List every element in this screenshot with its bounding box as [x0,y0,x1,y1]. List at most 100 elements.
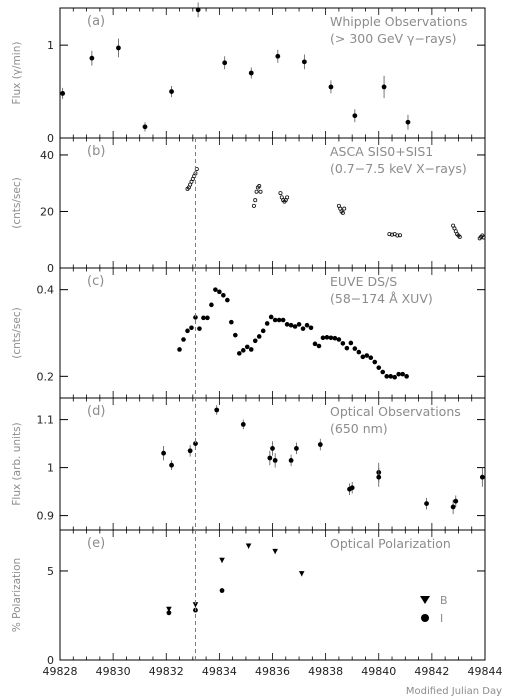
data-point [248,347,254,352]
data-point [349,485,355,491]
data-point [248,70,254,76]
x-axis-label: Modified Julian Day [406,686,502,697]
data-point [221,293,226,298]
data-point [328,335,334,341]
panel-title-line: (650 nm) [330,421,388,436]
data-point [288,322,294,328]
data-point [197,326,202,331]
data-point [275,53,281,59]
y-tick-label: 5 [47,565,54,578]
data-point [185,328,190,334]
data-point [387,232,392,237]
y-axis-label: % Polarization [11,558,23,632]
data-point [356,349,362,355]
data-point [260,328,266,334]
data-point [390,232,395,237]
data-point [233,332,238,338]
data-point [213,287,218,292]
panel-label: (c) [87,274,104,289]
data-point [264,321,270,326]
data-point-triangle [192,602,199,608]
y-tick-label: 1.1 [37,414,55,427]
data-point [388,374,394,379]
data-point [177,347,182,352]
legend-label: I [440,612,443,625]
data-point [405,119,411,125]
data-point [395,233,400,238]
data-point [267,455,273,461]
data-point [372,359,378,365]
data-point [240,422,246,427]
data-point-triangle [219,557,225,563]
x-tick-label: 49838 [308,665,343,678]
y-tick-label: 0 [47,132,54,145]
data-point [397,233,402,238]
data-point [352,113,358,119]
data-point [254,189,259,194]
panel-label: (d) [87,404,105,419]
data-point [201,315,206,321]
legend-circle-marker [421,614,429,622]
data-point [300,326,306,331]
x-tick-label: 49844 [468,665,503,678]
data-point [285,195,290,200]
data-point-triangle [245,543,252,549]
data-point [296,322,302,327]
data-point-triangle [298,571,305,577]
data-point [368,355,374,361]
data-point [252,338,258,344]
y-tick-label: 1 [47,462,54,475]
data-point [316,343,322,349]
data-point [312,341,318,347]
data-point [352,346,358,351]
panel-1: 0 1 Flux (γ/min) (a) Whipple Observations (> … [11,2,486,145]
data-point-triangle [272,548,278,555]
panel-title-line: (58−174 Å XUV) [330,291,433,306]
data-point [320,335,326,341]
data-point [340,341,346,346]
y-tick-label: 20 [40,205,54,218]
data-point [166,610,172,616]
data-point [457,234,462,239]
data-point [340,210,345,215]
data-point [142,124,148,130]
panel-title-line: Optical Polarization [330,536,451,551]
data-point [257,184,262,189]
legend-label: B [440,594,448,607]
panel-label: (b) [87,144,105,159]
panel-title-line: EUVE DS/S [330,274,397,289]
panel-title-line: Optical Observations [330,404,461,419]
data-point [404,374,409,379]
data-point [251,203,256,208]
data-point [396,371,401,377]
data-point [381,84,387,90]
data-point [360,354,366,360]
data-point [272,458,278,463]
panel-title-line: (> 300 GeV γ−rays) [330,31,457,46]
legend-triangle-marker [420,596,430,604]
x-tick-label: 49834 [202,665,237,678]
y-tick-label: 0.2 [37,370,55,383]
data-point [222,60,228,66]
data-point [60,91,66,96]
data-point [424,501,429,506]
data-point [214,407,220,413]
data-point [479,474,485,480]
panel-title-line: ASCA SIS0+SIS1 [330,144,433,159]
x-tick-label: 49842 [414,665,449,678]
data-point [324,335,330,340]
y-tick-label: 0.4 [37,284,55,297]
panel-label: (a) [87,14,105,29]
data-point [256,334,262,339]
data-point [380,369,386,375]
data-point [400,371,405,377]
y-tick-label: 40 [40,149,54,162]
data-point [301,59,307,65]
data-point [328,84,334,90]
y-tick-label: 1 [47,39,54,52]
data-point [205,315,210,321]
data-point [181,337,186,342]
data-point [332,335,338,341]
data-point [189,325,194,331]
